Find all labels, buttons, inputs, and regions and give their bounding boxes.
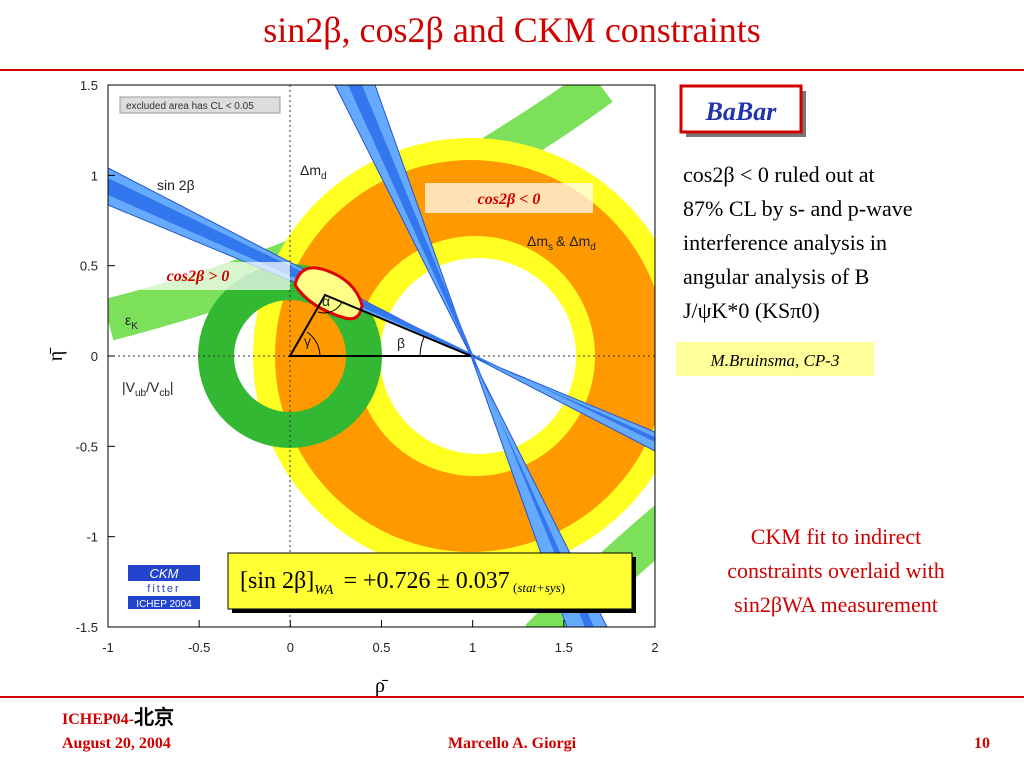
description-line: cos2β < 0 ruled out at <box>683 162 875 187</box>
y-tick-label: 0 <box>91 349 98 364</box>
x-tick-label: 1.5 <box>555 640 573 655</box>
label: β <box>397 335 405 351</box>
badge-text: BaBar <box>705 97 778 126</box>
y-axis-label: η̄ <box>45 347 67 361</box>
cos-neg-label: cos2β < 0 <box>478 191 541 208</box>
x-tick-label: 0 <box>287 640 294 655</box>
x-tick-label: -1 <box>102 640 114 655</box>
footer-date: August 20, 2004 <box>62 735 171 752</box>
description-line: interference analysis in <box>683 230 887 255</box>
description-line: 87% CL by s- and p-wave <box>683 196 913 221</box>
description-line: angular analysis of B <box>683 264 869 289</box>
description-line: J/ψK*0 (KSπ0) <box>683 298 820 323</box>
badge <box>679 84 803 134</box>
label: α <box>322 293 330 309</box>
unitarity-triangle <box>288 293 472 357</box>
logo-text: fitter <box>147 583 180 595</box>
slide-title: sin2β, cos2β and CKM constraints <box>263 10 761 50</box>
angle-arc <box>419 336 425 357</box>
label: |Vub/Vcb| <box>122 379 174 399</box>
note: excluded area has CL < 0.05 <box>126 101 254 112</box>
formula-box <box>227 552 633 610</box>
angle-arc <box>306 331 321 357</box>
x-tick-label: -0.5 <box>188 640 210 655</box>
label-box <box>140 262 290 290</box>
logo <box>128 596 200 609</box>
x-axis-label: ρ̄ <box>375 675 389 697</box>
label-box <box>425 183 593 213</box>
label: Δms & Δmd <box>527 233 596 253</box>
sin2b-band-inner <box>108 178 655 442</box>
footer-author: Marcello A. Giorgi <box>448 735 577 752</box>
footer-page: 10 <box>974 735 990 752</box>
angle-arc <box>317 301 343 314</box>
caption-line: sin2βWA measurement <box>734 592 938 617</box>
plot-area <box>108 85 655 627</box>
footer-conference: ICHEP04-北京 <box>62 705 174 729</box>
note-box <box>119 96 281 114</box>
logo-text: CKM <box>150 566 179 581</box>
caption-line: constraints overlaid with <box>727 558 945 583</box>
cos-pos-label: cos2β > 0 <box>167 268 230 285</box>
y-tick-label: 1 <box>91 168 98 183</box>
caption-line: CKM fit to indirect <box>751 524 921 549</box>
reference: M.Bruinsma, CP-3 <box>710 351 840 370</box>
y-tick-label: -1 <box>86 530 98 545</box>
fit-contour <box>293 266 364 321</box>
x-tick-label: 0.5 <box>372 640 390 655</box>
label: εK <box>125 312 138 332</box>
y-tick-label: -0.5 <box>76 439 98 454</box>
reference-box <box>676 342 874 376</box>
label: Δmd <box>300 162 327 182</box>
y-tick-label: 0.5 <box>80 259 98 274</box>
y-tick-label: 1.5 <box>80 78 98 93</box>
logo <box>128 565 200 581</box>
y-tick-label: -1.5 <box>76 620 98 635</box>
x-tick-label: 2 <box>651 640 658 655</box>
label: γ <box>304 333 311 349</box>
x-tick-label: 1 <box>469 640 476 655</box>
label: sin 2β <box>157 177 195 193</box>
logo-text: ICHEP 2004 <box>136 599 192 610</box>
